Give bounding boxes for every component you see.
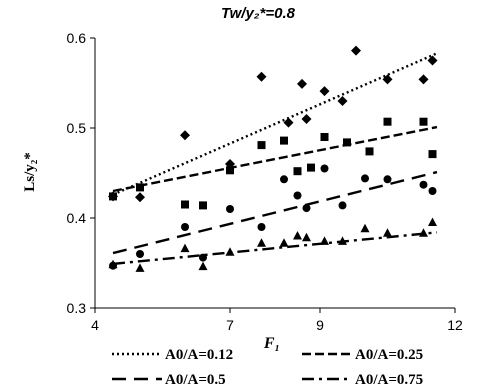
data-point-0-7 (297, 78, 307, 89)
data-point-1-3 (199, 201, 207, 210)
data-point-0-4 (256, 71, 267, 82)
x-axis-label: F₁ (263, 335, 280, 352)
data-point-1-6 (280, 136, 288, 145)
data-point-0-9 (337, 96, 348, 106)
data-point-0-2 (180, 130, 190, 141)
x-tick-label: 7 (226, 317, 234, 333)
data-point-0-6 (301, 114, 312, 124)
data-point-1-10 (343, 138, 351, 147)
chart-title: Tw/y₂*=0.8 (221, 5, 296, 22)
legend-label-0: A0/A=0.12 (165, 347, 233, 363)
data-point-1-4 (226, 166, 234, 175)
data-point-1-8 (307, 163, 315, 172)
data-point-1-2 (181, 200, 189, 209)
data-point-3-3 (198, 261, 208, 271)
data-point-2-4 (226, 205, 234, 213)
legend-label-1: A0/A=0.25 (355, 347, 423, 363)
y-ticks: 0.3 0.4 0.5 0.6 (67, 30, 95, 316)
data-point-0-5 (283, 117, 294, 128)
data-point-3-13 (419, 228, 428, 237)
data-point-2-12 (383, 175, 392, 184)
data-point-1-5 (257, 141, 266, 150)
legend-item-1: A0/A=0.25 (302, 347, 423, 363)
data-point-2-2 (181, 223, 189, 231)
y-axis-label: Ls/y₂* (22, 152, 38, 192)
data-point-2-7 (293, 191, 302, 200)
y-tick-label: 0.5 (67, 120, 87, 136)
data-point-3-8 (302, 232, 311, 242)
data-point-2-6 (280, 175, 288, 184)
data-point-2-14 (428, 187, 437, 195)
data-point-1-9 (320, 133, 329, 141)
data-point-3-9 (320, 236, 329, 245)
trend-line-3 (112, 231, 438, 266)
x-tick-label: 4 (91, 317, 99, 333)
data-point-2-8 (302, 204, 311, 213)
data-point-1-14 (428, 150, 437, 159)
trend-line-0 (112, 52, 438, 196)
data-point-1-7 (293, 167, 302, 176)
data-point-3-14 (428, 217, 437, 226)
markers (108, 45, 438, 272)
y-tick-label: 0.4 (67, 210, 87, 226)
y-tick-label: 0.6 (67, 30, 87, 46)
data-point-1-13 (419, 117, 428, 126)
x-tick-label: 12 (447, 317, 463, 333)
trend-lines (112, 52, 438, 266)
data-point-2-13 (419, 180, 428, 189)
legend: A0/A=0.12 A0/A=0.25 A0/A=0.5 A0/A=0.75 (112, 347, 423, 388)
data-point-3-1 (135, 263, 145, 272)
trend-line-1 (112, 125, 438, 193)
data-point-3-11 (360, 223, 370, 233)
data-point-1-1 (136, 183, 144, 192)
data-point-0-10 (351, 45, 361, 56)
data-point-2-9 (320, 164, 329, 173)
data-point-0-13 (427, 55, 438, 66)
data-point-3-0 (108, 259, 118, 269)
data-point-0-12 (418, 74, 429, 85)
data-point-3-2 (180, 243, 190, 253)
data-point-2-5 (257, 223, 266, 231)
data-point-2-3 (199, 253, 207, 262)
data-point-1-0 (109, 192, 117, 201)
legend-label-3: A0/A=0.75 (355, 372, 423, 388)
legend-item-0: A0/A=0.12 (112, 347, 233, 363)
data-point-3-4 (225, 247, 235, 256)
data-point-1-11 (365, 147, 374, 156)
y-tick-label: 0.3 (67, 300, 87, 316)
data-point-3-6 (279, 238, 289, 247)
x-tick-label: 9 (316, 317, 324, 333)
data-point-2-10 (338, 201, 347, 210)
data-point-3-5 (257, 238, 266, 247)
data-point-3-12 (383, 228, 392, 237)
data-point-0-11 (382, 74, 393, 85)
x-ticks: 4 7 9 12 (91, 308, 463, 333)
legend-item-3: A0/A=0.75 (302, 372, 423, 388)
data-point-0-8 (319, 86, 330, 97)
data-point-2-1 (136, 250, 144, 258)
legend-label-2: A0/A=0.5 (165, 372, 226, 388)
data-point-1-12 (383, 117, 392, 126)
data-point-2-11 (361, 174, 369, 183)
data-point-3-7 (293, 231, 302, 240)
data-point-0-1 (135, 192, 145, 203)
trend-line-2 (112, 170, 438, 255)
legend-item-2: A0/A=0.5 (112, 372, 226, 388)
data-point-3-10 (338, 236, 347, 245)
